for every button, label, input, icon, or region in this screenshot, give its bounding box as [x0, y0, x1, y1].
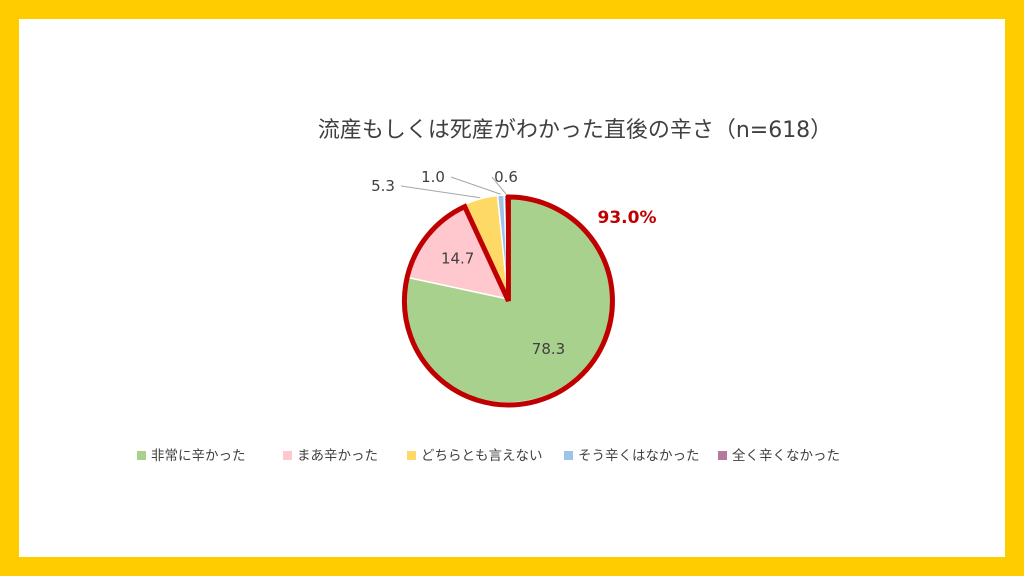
- data-label-1: 78.3: [532, 340, 565, 358]
- legend-swatch-4: [564, 451, 573, 460]
- legend-swatch-3: [407, 451, 416, 460]
- pie-chart: 流産もしくは死産がわかった直後の辛さ（n=618） 78.3 14.7 5.3 1.0…: [137, 118, 840, 464]
- data-label-3: 5.3: [371, 177, 395, 195]
- leader-lines: [400, 176, 507, 199]
- legend-label-5: 全く辛くなかった: [732, 447, 840, 464]
- chart-title: 流産もしくは死産がわかった直後の辛さ（n=618）: [318, 118, 832, 143]
- legend-label-4: そう辛くはなかった: [578, 448, 700, 464]
- legend-label-1: 非常に辛かった: [151, 448, 246, 464]
- slide-canvas: 流産もしくは死産がわかった直後の辛さ（n=618） 78.3 14.7 5.3 1.0…: [19, 19, 1005, 557]
- leader-line-3: [400, 185, 481, 199]
- legend-label-3: どちらとも言えない: [421, 448, 543, 464]
- leader-line-4: [450, 176, 501, 195]
- callout-outline: [401, 194, 615, 408]
- legend-swatch-1: [137, 451, 146, 460]
- data-labels: 78.3 14.7 5.3 1.0 0.6: [371, 168, 565, 358]
- leader-line-5: [491, 176, 507, 195]
- legend-swatch-2: [283, 451, 292, 460]
- data-label-5: 0.6: [494, 168, 518, 186]
- legend-swatch-5: [718, 451, 727, 460]
- legend: 非常に辛かった まあ辛かった どちらとも言えない そう辛くはなかった 全く辛くなかった: [137, 447, 840, 464]
- callout-label: 93.0%: [598, 208, 657, 228]
- data-label-2: 14.7: [441, 250, 474, 268]
- legend-label-2: まあ辛かった: [297, 448, 378, 464]
- data-label-4: 1.0: [421, 168, 445, 186]
